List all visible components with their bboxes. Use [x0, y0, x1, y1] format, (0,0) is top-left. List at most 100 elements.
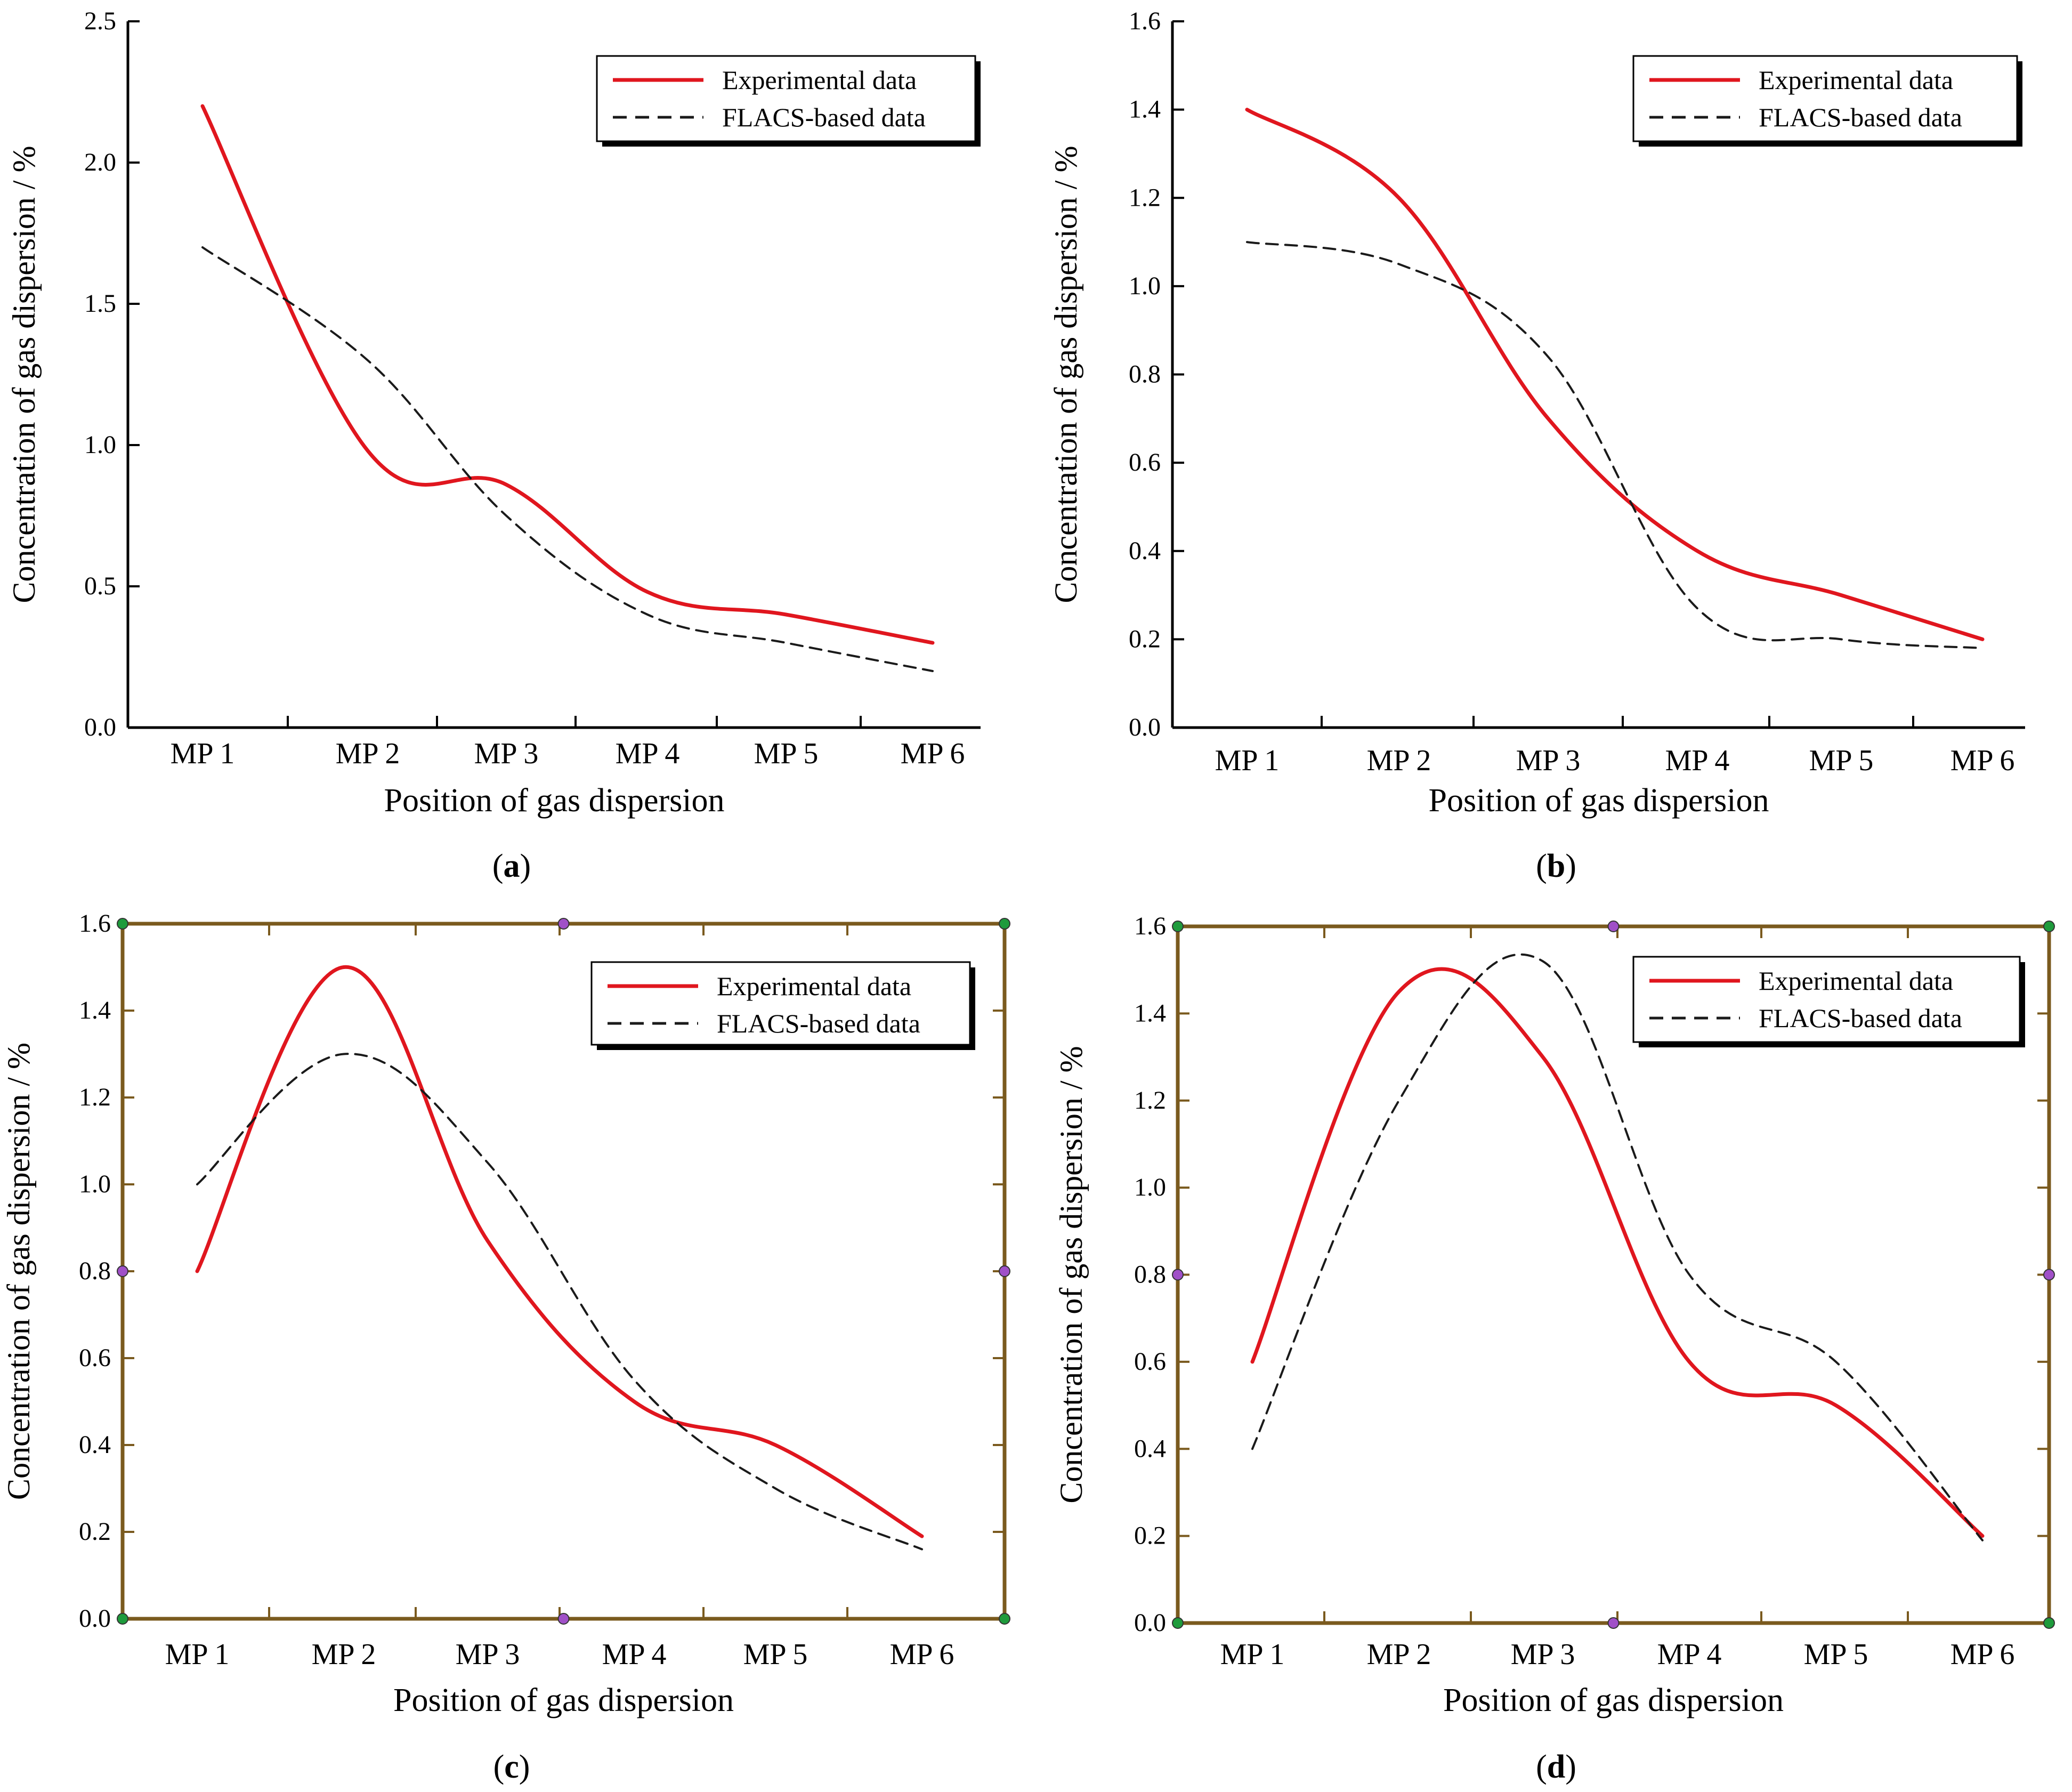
panel-d-xtick-label: MP 3 [1511, 1638, 1575, 1671]
panel-c-resize-handle [117, 1613, 128, 1625]
panel-d-resize-handle [2043, 1269, 2055, 1281]
panel-c-legend-label-experimental: Experimental data [717, 971, 911, 1001]
panel-c-series-flacs-line [196, 1053, 923, 1551]
panel-c-legend-box [590, 961, 971, 1046]
panel-c-x-axis-title: Position of gas dispersion [393, 1682, 734, 1718]
panel-a: 0.0 0.5 1.0 1.5 2.0 2.5 MP 1 MP 2 MP 3 MP 4 MP 5 MP… [6, 7, 981, 819]
panel-b-ytick-label: 1.6 [1129, 7, 1161, 35]
panel-d-xtick-label: MP 2 [1367, 1638, 1431, 1671]
panel-b-legend-label-experimental: Experimental data [1759, 65, 1953, 95]
panel-b-ytick-label: 0.0 [1129, 713, 1161, 741]
panel-a-ytick-label: 2.5 [84, 7, 116, 35]
panel-c-resize-handle [999, 1613, 1010, 1625]
panel-a-ytick-label: 1.0 [84, 431, 116, 459]
panel-d-legend-label-experimental: Experimental data [1759, 966, 1953, 996]
panel-c-xtick-label: MP 6 [890, 1638, 954, 1671]
panel-c: 0.0 0.2 0.4 0.6 0.8 1.0 1.2 1.4 1.6 MP 1 MP 2 MP 3 M… [1, 909, 1010, 1718]
panel-b-legend: Experimental data FLACS-based data [1632, 55, 2022, 147]
panel-c-ytick-label: 0.0 [79, 1604, 111, 1633]
panel-d-xtick-label: MP 1 [1220, 1638, 1285, 1671]
panel-a-xtick-label: MP 1 [171, 737, 235, 770]
panel-d-ytick-label: 0.0 [1134, 1609, 1166, 1637]
panel-c-resize-handle [117, 918, 128, 930]
caption-b: (b) [1536, 848, 1576, 884]
panel-c-xtick-label: MP 2 [312, 1638, 376, 1671]
panel-d-resize-handle [1607, 921, 1620, 932]
panel-a-y-axis-title: Concentration of gas dispersion / % [6, 146, 42, 603]
panel-d-resize-handle [1172, 1269, 1184, 1281]
panel-b-xtick-label: MP 3 [1516, 744, 1581, 777]
panel-d-xtick-label: MP 4 [1657, 1638, 1722, 1671]
panel-c-resize-handle [557, 1613, 570, 1625]
panel-d-ytick-label: 1.6 [1134, 912, 1166, 940]
panel-a-legend: Experimental data FLACS-based data [596, 55, 981, 147]
panel-a-ytick-label: 2.0 [84, 148, 116, 176]
panel-c-ytick-label: 0.8 [79, 1257, 111, 1285]
panel-d-resize-handle [2043, 921, 2055, 932]
panel-a-series-experimental-line [200, 104, 935, 645]
panel-d-series-experimental-line [1250, 967, 1985, 1538]
panel-d-xtick-label: MP 5 [1804, 1638, 1868, 1671]
panel-a-legend-label-experimental: Experimental data [722, 65, 917, 95]
panel-d-ytick-label: 1.0 [1134, 1173, 1166, 1201]
panel-b-legend-box [1632, 55, 2018, 142]
panel-d-ytick-label: 1.4 [1134, 999, 1166, 1027]
panel-c-ytick-label: 1.0 [79, 1170, 111, 1198]
panel-c-ytick-label: 0.2 [79, 1517, 111, 1546]
caption-c: (c) [493, 1749, 530, 1785]
panel-b-ytick-label: 0.2 [1129, 625, 1161, 653]
panel-c-resize-handle [117, 1265, 128, 1277]
panel-b-ytick-label: 0.4 [1129, 537, 1161, 565]
panel-d-ytick-label: 0.2 [1134, 1522, 1166, 1550]
panel-a-legend-label-flacs: FLACS-based data [722, 102, 926, 132]
panel-b-x-axis-title: Position of gas dispersion [1429, 782, 1769, 819]
panel-a-xtick-label: MP 6 [901, 737, 965, 770]
panel-c-xtick-label: MP 4 [602, 1638, 667, 1671]
panel-a-x-axis-title: Position of gas dispersion [384, 782, 725, 819]
panel-b-series-experimental-line [1245, 108, 1985, 641]
panel-b: 0.0 0.2 0.4 0.6 0.8 1.0 1.2 1.4 1.6 MP 1 MP 2 MP 3 M… [1048, 7, 2025, 819]
panel-c-ytick-label: 1.6 [79, 909, 111, 938]
panel-b-ytick-label: 1.4 [1129, 95, 1161, 124]
panel-a-xtick-label: MP 5 [754, 737, 819, 770]
panel-d-x-axis-title: Position of gas dispersion [1443, 1682, 1784, 1718]
panel-d-ytick-label: 1.2 [1134, 1086, 1166, 1115]
panel-c-ytick-label: 1.4 [79, 996, 111, 1024]
panel-c-resize-handle [557, 918, 570, 930]
panel-b-xtick-label: MP 5 [1809, 744, 1874, 777]
panel-d: 0.0 0.2 0.4 0.6 0.8 1.0 1.2 1.4 1.6 MP 1 MP 2 MP 3 M… [1054, 912, 2055, 1718]
panel-d-resize-handle [1172, 921, 1184, 932]
panel-d-resize-handle [2043, 1617, 2055, 1629]
panel-b-xtick-label: MP 1 [1215, 744, 1280, 777]
panel-c-resize-handle [999, 1265, 1010, 1277]
panel-d-legend: Experimental data FLACS-based data [1632, 956, 2025, 1047]
panel-b-xtick-label: MP 6 [1950, 744, 2015, 777]
panel-d-ytick-label: 0.4 [1134, 1434, 1166, 1463]
panel-b-ytick-label: 0.6 [1129, 448, 1161, 477]
panel-c-resize-handle [999, 918, 1010, 930]
panel-a-xtick-label: MP 4 [616, 737, 680, 770]
panel-b-ytick-label: 1.0 [1129, 272, 1161, 300]
panel-c-ytick-label: 0.6 [79, 1344, 111, 1372]
panel-a-ytick-label: 0.5 [84, 572, 116, 600]
panel-a-legend-box [596, 55, 976, 142]
panel-c-series-experimental-line [195, 965, 924, 1538]
panel-a-series-flacs-line [201, 246, 934, 672]
panel-b-y-axis-title: Concentration of gas dispersion / % [1048, 146, 1083, 603]
panel-d-ytick-label: 0.8 [1134, 1261, 1166, 1289]
panel-d-resize-handle [1607, 1617, 1620, 1629]
panel-d-xtick-label: MP 6 [1950, 1638, 2015, 1671]
panel-d-series-flacs-line [1251, 953, 1984, 1541]
panel-c-xtick-label: MP 5 [743, 1638, 808, 1671]
panel-a-xtick-label: MP 3 [474, 737, 539, 770]
caption-d: (d) [1536, 1749, 1576, 1785]
panel-d-legend-box [1632, 956, 2021, 1043]
panel-a-ytick-label: 1.5 [84, 289, 116, 318]
panel-c-y-axis-title: Concentration of gas dispersion / % [1, 1043, 36, 1500]
panel-d-ytick-label: 0.6 [1134, 1347, 1166, 1376]
panel-b-xtick-label: MP 2 [1367, 744, 1431, 777]
panel-b-ytick-label: 1.2 [1129, 183, 1161, 212]
panel-b-xtick-label: MP 4 [1665, 744, 1730, 777]
panel-c-xtick-label: MP 1 [165, 1638, 230, 1671]
